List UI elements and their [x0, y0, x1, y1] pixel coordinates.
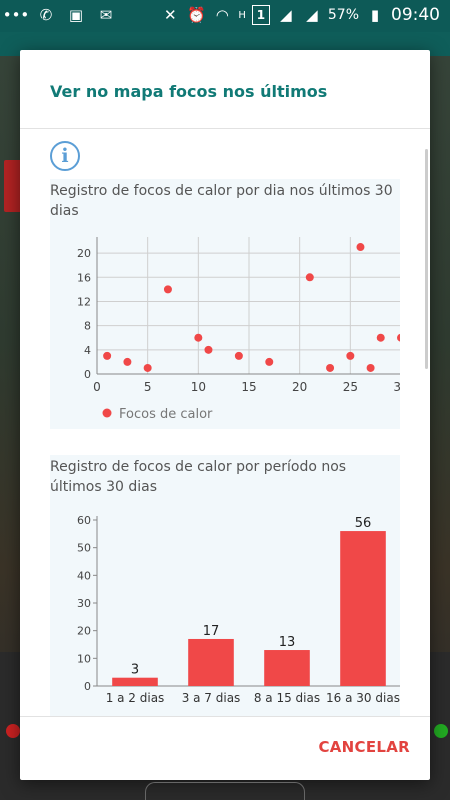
scatter-point — [163, 285, 172, 294]
scatter-chart-title: Registro de focos de calor por dia nos ú… — [50, 183, 393, 219]
scatter-point — [356, 243, 365, 252]
signal-icon: ◢ — [280, 6, 292, 24]
bar — [340, 531, 386, 686]
system-icons: ✕ ⏰ ◠ H 1 ◢ ◢ 57% ▮ 09:40 — [160, 5, 440, 25]
bar-data-label: 56 — [355, 516, 372, 531]
wifi-icon: ◠ — [215, 6, 229, 24]
clock: 09:40 — [391, 5, 440, 25]
signal-icon: ◢ — [306, 6, 318, 24]
battery-percent: 57% — [327, 7, 359, 23]
scatter-point — [397, 333, 400, 342]
scatter-point — [305, 273, 314, 282]
bar — [188, 638, 234, 686]
gallery-icon: ▣ — [68, 6, 84, 24]
scatter-chart-card: Registro de focos de calor por dia nos ú… — [50, 179, 400, 429]
network-type: H — [238, 9, 246, 21]
background-green-marker — [434, 724, 448, 738]
x-tick-label: 25 — [343, 380, 358, 394]
dialog-divider-top — [20, 128, 430, 129]
y-tick-label: 20 — [77, 625, 91, 638]
mute-icon: ✕ — [164, 6, 177, 24]
y-tick-label: 4 — [84, 344, 91, 357]
y-tick-label: 60 — [77, 514, 91, 527]
bar — [112, 677, 158, 686]
scatter-point — [123, 357, 132, 366]
scatter-point — [103, 351, 112, 360]
y-tick-label: 30 — [77, 597, 91, 610]
scatter-point — [194, 333, 203, 342]
scatter-point — [143, 363, 152, 372]
x-tick-label: 1 a 2 dias — [106, 691, 165, 705]
cancel-button[interactable]: CANCELAR — [318, 738, 410, 756]
legend-label: Focos de calor — [119, 407, 213, 422]
x-tick-label: 15 — [241, 380, 256, 394]
more-icon: ••• — [2, 6, 30, 24]
x-tick-label: 10 — [191, 380, 206, 394]
sim-slot-badge: 1 — [251, 5, 270, 25]
y-tick-label: 0 — [84, 680, 91, 693]
notification-icons: ••• ✆ ▣ ✉ — [2, 6, 116, 24]
status-bar: ••• ✆ ▣ ✉ ✕ ⏰ ◠ H 1 ◢ ◢ 57% ▮ 09:40 — [0, 0, 450, 32]
bar-data-label: 17 — [203, 624, 220, 639]
bar — [264, 650, 310, 686]
x-tick-label: 3 a 7 dias — [182, 691, 241, 705]
x-tick-label: 16 a 30 dias — [326, 691, 400, 705]
bar-data-label: 3 — [131, 663, 139, 678]
dialog-title: Ver no mapa focos nos últimos — [50, 82, 328, 101]
dialog-divider-bottom — [20, 716, 430, 717]
scatter-point — [265, 357, 274, 366]
mail-icon: ✉ — [99, 6, 113, 24]
x-tick-label: 30 — [393, 380, 400, 394]
y-tick-label: 20 — [77, 247, 91, 260]
battery-icon: ▮ — [370, 6, 380, 24]
x-tick-label: 5 — [144, 380, 152, 394]
scatter-point — [376, 333, 385, 342]
y-tick-label: 50 — [77, 542, 91, 555]
x-tick-label: 20 — [292, 380, 307, 394]
y-tick-label: 8 — [84, 320, 91, 333]
background-red-marker — [6, 724, 20, 738]
heat-spots-dialog: Ver no mapa focos nos últimos i Registro… — [20, 50, 430, 780]
scatter-point — [326, 363, 335, 372]
x-tick-label: 0 — [93, 380, 101, 394]
dialog-content[interactable]: i Registro de focos de calor por dia nos… — [20, 129, 430, 716]
scrollbar[interactable] — [425, 149, 428, 369]
y-tick-label: 12 — [77, 295, 91, 308]
bar-chart: 0 10 20 30 40 50 60 3 1 a 2 dias 17 3 a 7 dias 13 8 … — [77, 514, 400, 705]
whatsapp-icon: ✆ — [39, 6, 53, 24]
alarm-icon: ⏰ — [187, 6, 206, 24]
scatter-chart: 0 4 8 12 16 20 0 5 10 15 20 25 30 Focos de calor — [77, 237, 400, 422]
navigation-handle[interactable] — [145, 782, 305, 800]
scatter-point — [366, 363, 375, 372]
x-tick-label: 8 a 15 dias — [254, 691, 320, 705]
scatter-point — [346, 351, 355, 360]
scatter-point — [204, 345, 213, 354]
y-tick-label: 10 — [77, 652, 91, 665]
y-tick-label: 40 — [77, 569, 91, 582]
info-icon[interactable]: i — [50, 141, 80, 171]
y-tick-label: 0 — [84, 368, 91, 381]
bar-chart-title: Registro de focos de calor por período n… — [50, 459, 347, 495]
y-tick-label: 16 — [77, 271, 91, 284]
scatter-point — [234, 351, 243, 360]
bar-chart-card: Registro de focos de calor por período n… — [50, 455, 400, 716]
legend-marker — [102, 408, 112, 418]
bar-data-label: 13 — [279, 635, 296, 650]
